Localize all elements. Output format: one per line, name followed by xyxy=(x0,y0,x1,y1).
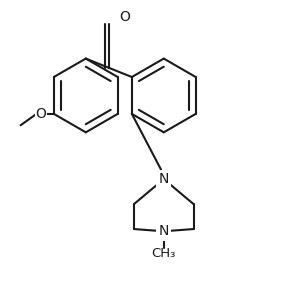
Text: O: O xyxy=(36,107,46,121)
Text: CH₃: CH₃ xyxy=(152,248,176,260)
Text: O: O xyxy=(119,11,130,24)
Text: N: N xyxy=(158,224,169,238)
Text: N: N xyxy=(158,172,169,186)
